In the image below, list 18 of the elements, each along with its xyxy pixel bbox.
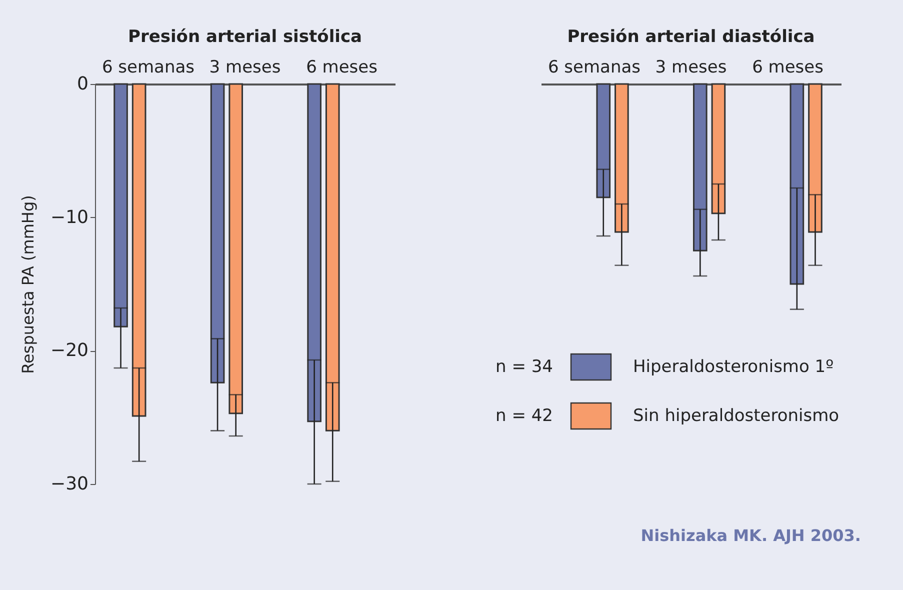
x-tick-label: 6 semanas bbox=[102, 58, 195, 78]
legend-label: Hiperaldosteronismo 1º bbox=[633, 357, 834, 377]
annotation: n = 34 bbox=[496, 357, 553, 377]
y-tick-label: −10 bbox=[50, 206, 88, 228]
x-tick-label: 6 meses bbox=[306, 58, 378, 78]
y-tick-label: 0 bbox=[77, 74, 88, 94]
x-tick-label: 3 meses bbox=[209, 58, 281, 78]
x-tick-label: 3 meses bbox=[655, 58, 727, 78]
annotation: n = 42 bbox=[496, 406, 553, 426]
chart-title: Presión arterial sistólica bbox=[128, 27, 362, 47]
legend-label: Sin hiperaldosteronismo bbox=[633, 406, 840, 426]
y-axis-title: Respuesta PA (mmHg) bbox=[18, 195, 38, 374]
x-tick-label: 6 meses bbox=[752, 58, 824, 78]
chart-title: Presión arterial diastólica bbox=[567, 27, 815, 47]
text: Nishizaka MK. AJH 2003. bbox=[640, 526, 861, 545]
y-tick-label: −20 bbox=[50, 340, 88, 362]
y-tick-label: −30 bbox=[50, 474, 88, 494]
x-tick-label: 6 semanas bbox=[548, 58, 641, 78]
